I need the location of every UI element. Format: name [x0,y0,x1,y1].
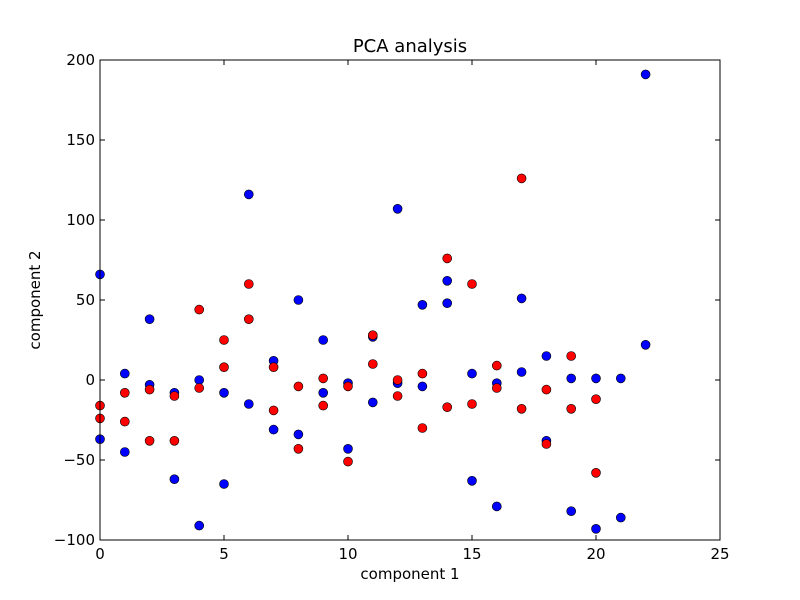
blue-data-point [318,335,329,345]
blue-data-point [640,69,651,80]
blue-data-point [615,373,626,384]
blue-data-point [417,381,428,392]
y-tick-label: −50 [63,451,95,469]
blue-data-point [566,373,577,384]
red-data-point [591,394,601,405]
red-data-point [566,351,577,361]
blue-data-point [467,475,477,486]
y-tick-label: 200 [66,51,95,69]
y-axis-label: component 2 [26,250,44,349]
red-data-point [244,314,254,325]
red-data-point [120,416,130,427]
red-data-point [392,375,403,385]
plot-area [100,60,720,540]
red-data-point [442,402,453,413]
red-data-point [591,467,601,478]
red-data-point [318,373,329,384]
red-data-point [541,439,552,449]
blue-data-point [169,474,180,485]
red-data-point [293,381,304,392]
red-data-point [541,384,552,395]
red-data-point [268,405,279,416]
red-data-point [491,360,502,371]
blue-data-point [392,204,403,214]
x-tick-label: 20 [586,545,605,563]
red-data-point [367,330,378,341]
blue-data-point [491,501,502,512]
y-tick-label: 0 [85,371,95,389]
x-tick-label: 5 [219,545,229,563]
points-layer [95,69,651,534]
red-data-point [144,384,155,395]
blue-data-point [566,506,577,517]
red-data-point [194,304,204,315]
blue-data-point [219,387,229,398]
blue-data-point [367,397,378,408]
blue-data-point [293,295,304,305]
blue-data-point [343,443,353,454]
x-tick-label: 10 [338,545,357,563]
red-data-point [219,362,229,373]
blue-data-point [219,479,229,489]
plot-frame [99,59,721,541]
blue-data-point [591,523,601,534]
blue-data-point [244,189,254,200]
red-data-point [417,368,428,379]
red-data-point [194,383,204,393]
red-data-point [367,359,378,369]
y-tick-label: 50 [76,291,95,309]
x-tick-label: 25 [710,545,729,563]
red-data-point [120,387,130,398]
blue-data-point [144,314,155,325]
chart-title: PCA analysis [353,36,467,57]
blue-data-point [442,275,453,286]
blue-data-point [318,387,329,398]
blue-data-point [640,339,651,350]
red-data-point [144,435,155,446]
blue-data-point [442,298,453,309]
blue-data-point [244,399,254,409]
blue-data-point [615,512,626,523]
blue-data-point [120,447,130,457]
y-tick-label: 100 [66,211,95,229]
red-data-point [219,335,229,345]
x-tick-label: 0 [95,545,105,563]
y-tick-label: 150 [66,131,95,149]
blue-data-point [293,429,304,440]
red-data-point [268,362,279,373]
red-data-point [169,391,180,401]
blue-data-point [591,373,601,384]
blue-data-point [194,520,204,531]
x-axis-label: component 1 [360,565,459,583]
blue-data-point [120,368,130,379]
red-data-point [244,279,254,289]
blue-data-point [417,299,428,310]
red-data-point [566,403,577,414]
y-tick-label: −100 [54,531,95,549]
blue-data-point [516,293,527,304]
red-data-point [392,391,403,401]
red-data-point [467,279,477,289]
red-data-point [516,403,527,414]
red-data-point [169,435,180,446]
red-data-point [343,381,353,392]
red-data-point [343,456,353,467]
blue-data-point [541,351,552,361]
blue-data-point [467,368,477,379]
red-data-point [293,443,304,454]
blue-data-point [268,424,279,435]
red-data-point [318,400,329,411]
red-data-point [442,253,453,264]
blue-data-point [516,367,527,377]
red-data-point [467,399,477,409]
blue-data-point [194,375,204,385]
red-data-point [491,383,502,393]
red-data-point [417,423,428,433]
red-data-point [516,173,527,184]
x-tick-label: 15 [462,545,481,563]
